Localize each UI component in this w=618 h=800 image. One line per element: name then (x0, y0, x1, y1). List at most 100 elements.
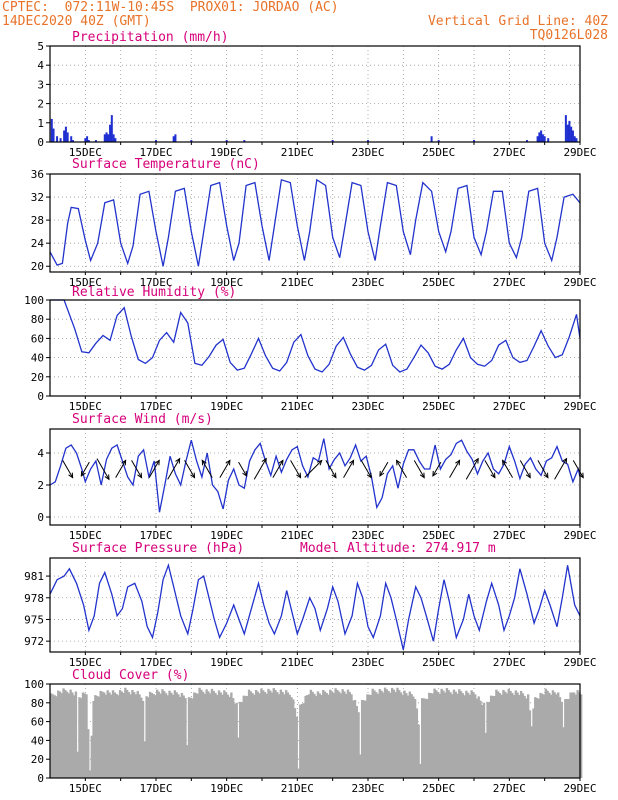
cloud-bar (69, 689, 72, 778)
wind-arrow (360, 460, 372, 479)
panel-frame (49, 173, 581, 273)
cloud-bar (564, 699, 567, 778)
cloud-bar (325, 693, 328, 778)
cloud-bar (512, 694, 516, 778)
x-tick-label: 21DEC (281, 656, 314, 669)
cloud-bar (223, 690, 226, 778)
y-tick-label: 80 (31, 313, 44, 326)
cloud-bar (230, 692, 233, 778)
cloud-bar (210, 688, 214, 778)
wind-arrow (413, 460, 425, 479)
precip-bar (86, 136, 89, 142)
cloud-bar (396, 687, 399, 778)
cloud-bar (519, 690, 523, 778)
cloud-bar (72, 695, 76, 778)
precip-bar (473, 140, 475, 142)
cloud-bar (362, 700, 366, 778)
cloud-bar (323, 691, 327, 778)
cloud-bar (375, 692, 378, 778)
precip-bar (66, 132, 69, 142)
cloud-bar (140, 697, 143, 778)
precip-bar (566, 124, 569, 142)
panel-title: Surface Pressure (hPa) (72, 541, 244, 556)
cloud-bar (345, 693, 348, 778)
cloud-bar (461, 693, 464, 778)
cloud-bar (64, 690, 67, 778)
cloud-bar (544, 688, 548, 778)
cloud-bar (447, 690, 450, 778)
cloud-bar (260, 688, 263, 778)
precip-bar (541, 134, 544, 142)
cloud-bar (496, 691, 500, 778)
cloud-bar (53, 695, 56, 778)
cloud-bar (435, 690, 438, 778)
cloud-bar (509, 690, 512, 778)
cloud-bar (177, 694, 180, 778)
precip-bar (174, 134, 177, 142)
panel-frame (49, 428, 581, 526)
cloud-bar (491, 695, 495, 778)
cloud-bar (484, 732, 487, 778)
precip-bar (243, 140, 246, 142)
precip-bar (526, 140, 528, 142)
y-tick-label: 32 (31, 191, 44, 204)
y-tick-label: 80 (31, 697, 44, 710)
cloud-bar (412, 696, 415, 778)
y-tick-label: 28 (31, 214, 44, 227)
y-tick-label: 40 (31, 352, 44, 365)
y-tick-label: 0 (37, 390, 44, 403)
x-tick-label: 25DEC (422, 529, 455, 542)
cloud-bar (417, 724, 420, 778)
cloud-bar (555, 694, 558, 778)
cloud-bar (535, 697, 539, 778)
y-tick-label: 1 (37, 117, 44, 130)
cloud-bar (537, 698, 540, 778)
y-tick-label: 4 (37, 447, 44, 460)
cloud-bar (431, 693, 434, 778)
cloud-bar (486, 701, 489, 778)
wind-arrow (238, 461, 248, 477)
cloud-bar (122, 692, 125, 778)
cloud-bar (562, 727, 565, 778)
wind-arrow (304, 459, 323, 478)
precip-bar (331, 140, 334, 142)
cloud-bar (214, 692, 217, 778)
precip-bar (570, 126, 573, 142)
cloud-bar (103, 692, 106, 778)
cloud-bar (212, 690, 215, 778)
cloud-bar (293, 708, 297, 778)
cloud-bar (205, 689, 208, 778)
cloud-bar (283, 694, 286, 778)
panel-title: Surface Wind (m/s) (72, 412, 213, 427)
panel-5: Surface Pressure (hPa) Model Altitude: 27… (24, 541, 596, 669)
x-tick-label: 27DEC (493, 146, 526, 159)
cloud-bar (504, 691, 507, 778)
wind-arrow (484, 460, 496, 479)
x-tick-label: 15DEC (69, 400, 102, 413)
cloud-bar (553, 692, 556, 778)
cloud-bar (224, 692, 228, 778)
cloud-bar (429, 693, 433, 778)
cloud-bar (145, 696, 148, 778)
wind-arrow (131, 460, 143, 479)
cloud-bar (518, 694, 521, 778)
cloud-bar (76, 751, 79, 778)
y-tick-label: 5 (37, 40, 44, 53)
x-tick-label: 27DEC (493, 529, 526, 542)
header-station: CPTEC: 072:11W-10:45S PROX01: JORDAO (AC… (2, 0, 339, 15)
x-tick-label: 25DEC (422, 400, 455, 413)
wind-arrow (148, 459, 160, 478)
cloud-bar (403, 690, 406, 778)
cloud-bar (481, 705, 484, 778)
y-tick-label: 0 (37, 511, 44, 524)
cloud-bar (355, 706, 358, 778)
cloud-bar (542, 694, 546, 778)
cloud-bar (51, 694, 55, 778)
y-tick-label: 60 (31, 716, 44, 729)
precip-bar (71, 140, 74, 142)
x-tick-label: 29DEC (563, 146, 596, 159)
cloud-bar (329, 689, 332, 778)
cloud-bar (376, 693, 380, 778)
wind-arrows (62, 457, 584, 481)
x-tick-label: 21DEC (281, 400, 314, 413)
